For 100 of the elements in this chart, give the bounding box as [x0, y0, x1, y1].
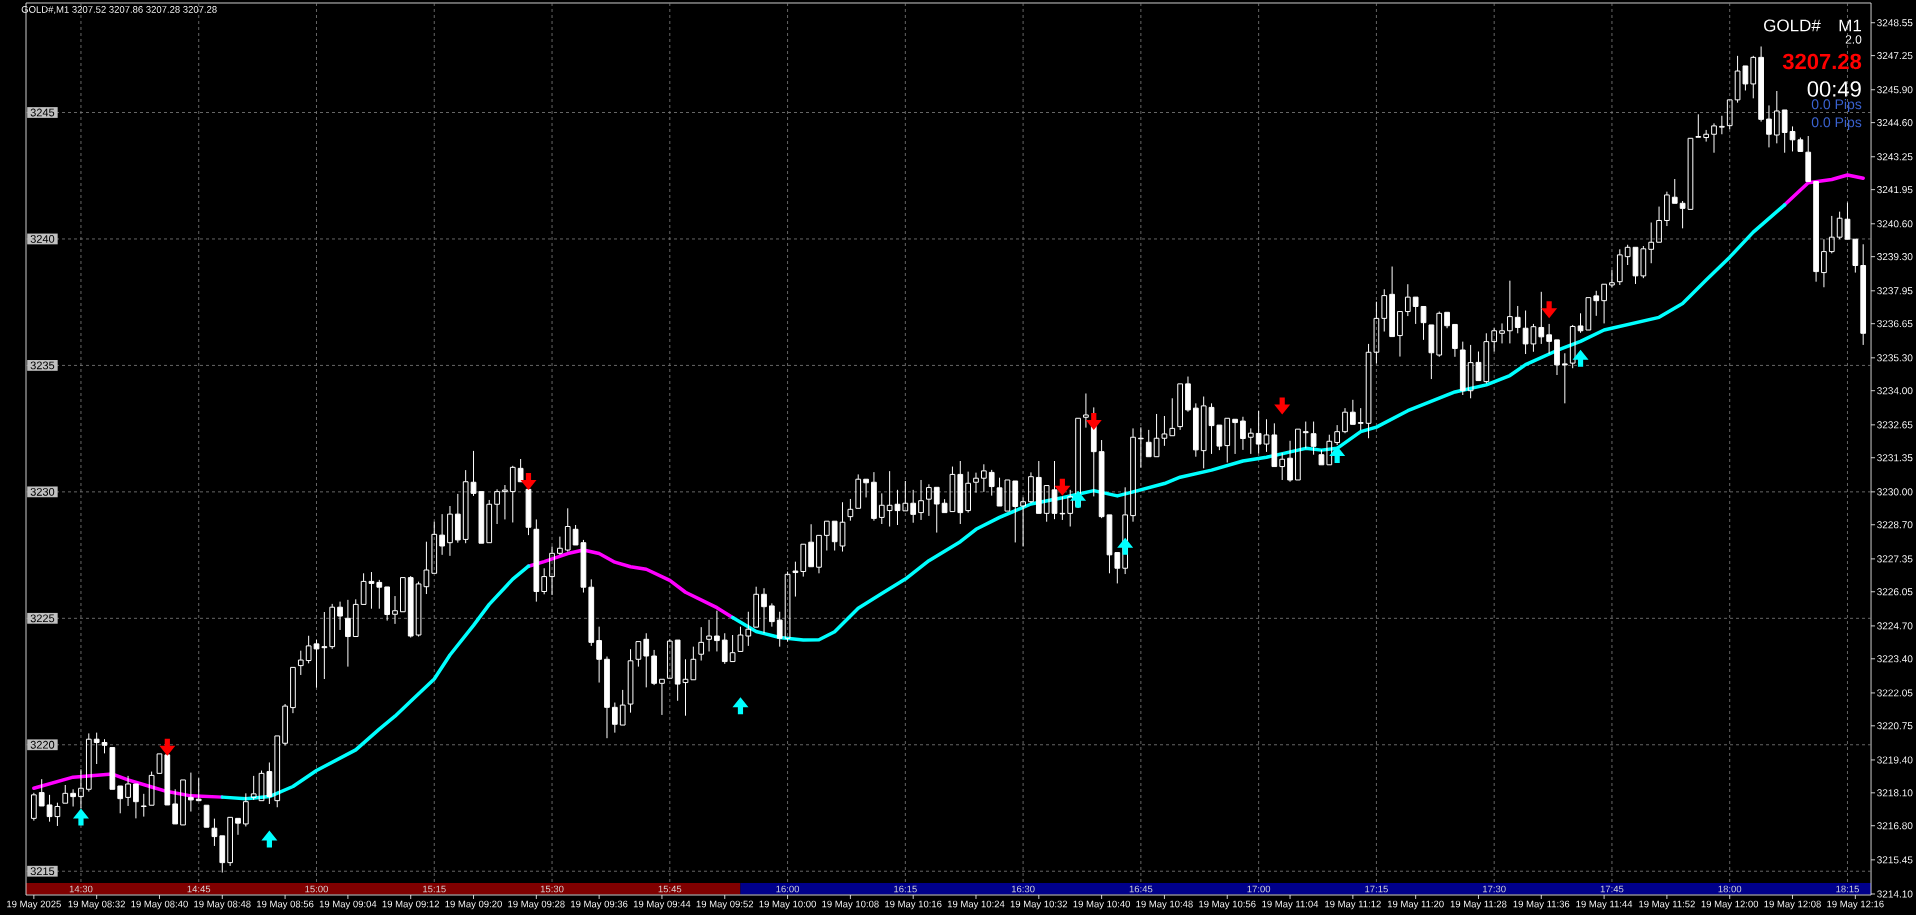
x-tick-label: 19 May 10:24 [947, 900, 1005, 910]
x-tick-label: 19 May 12:00 [1701, 900, 1759, 910]
candlestick [729, 634, 736, 663]
chart-title: GOLD#,M1 3207.52 3207.86 3207.28 3207.28 [21, 6, 217, 14]
x-tick-label: 19 May 09:36 [571, 900, 628, 910]
annotation: 0.0 Pips [1811, 116, 1862, 131]
candlestick [352, 598, 359, 638]
x-tick-label: 19 May 08:32 [68, 900, 125, 910]
y-tick-label: 3247.25 [1877, 52, 1913, 60]
candlestick [1067, 489, 1074, 528]
candlestick [1114, 552, 1121, 584]
x-tick-label: 19 May 11:44 [1576, 900, 1633, 910]
candlestick [1828, 215, 1835, 254]
y-tick-label: 3227.35 [1877, 555, 1913, 563]
candlestick [290, 666, 296, 714]
candlestick [509, 465, 516, 523]
candlestick [1664, 191, 1670, 227]
candlestick [1507, 280, 1513, 344]
candlestick [1648, 222, 1655, 264]
candlestick [1130, 427, 1136, 523]
y-tick-label: 3232.65 [1877, 421, 1913, 429]
y-tick-label: 3234.00 [1877, 387, 1913, 395]
candlestick [800, 543, 807, 578]
candlestick [156, 753, 163, 774]
candlestick [38, 778, 45, 807]
y-tick-label: 3223.40 [1877, 655, 1913, 663]
y-tick-label: 3228.70 [1877, 521, 1913, 529]
candlestick [549, 545, 555, 596]
x-tick-label: 19 May 11:12 [1325, 900, 1381, 910]
candlestick [1295, 428, 1301, 481]
point [1117, 537, 1134, 555]
candlestick [643, 632, 650, 688]
x-tick-label: 19 May 09:04 [319, 900, 377, 910]
candlestick [1247, 427, 1254, 455]
y-tick-label: 3224.70 [1877, 622, 1913, 630]
candlestick [297, 650, 304, 676]
y-tick-label: 3240.60 [1877, 220, 1913, 228]
candlestick [1389, 266, 1395, 338]
candlestick [1381, 288, 1388, 333]
candlestick [431, 521, 438, 574]
candlestick [1420, 305, 1427, 341]
point [1054, 478, 1071, 496]
candlestick [140, 793, 147, 818]
candlestick [926, 483, 932, 517]
candlestick [1035, 460, 1042, 514]
y-tick-label: 3236.65 [1877, 320, 1913, 328]
ref-line-label: 15:45 [658, 885, 682, 893]
candlestick [1805, 135, 1812, 183]
y-tick-label: 3243.25 [1877, 153, 1913, 161]
point [1572, 349, 1589, 367]
candlestick [714, 610, 720, 652]
ref-line-label: 18:15 [1836, 885, 1859, 893]
y-tick-label: 3235.30 [1877, 354, 1913, 362]
point [72, 808, 89, 826]
candlestick [1813, 181, 1819, 283]
candlestick [117, 785, 124, 814]
candlestick [1428, 324, 1435, 380]
candlestick [769, 602, 775, 628]
candlestick [517, 458, 524, 483]
candlestick [698, 626, 705, 662]
candlestick [486, 499, 493, 544]
candlestick [31, 792, 37, 822]
candlestick [1821, 238, 1827, 288]
candlestick [1122, 486, 1129, 575]
annotation: 0.0 Pips [1811, 98, 1862, 113]
y-tick-label: 3222.05 [1877, 689, 1913, 697]
candlestick [85, 732, 92, 793]
ref-line-label: 15:00 [305, 885, 328, 893]
candlestick [596, 626, 602, 684]
ref-line-label: 3235 [30, 361, 55, 370]
annotation: 3207.28 [1782, 53, 1862, 70]
candlestick [1302, 421, 1309, 449]
ref-line-label: 15:30 [540, 885, 564, 893]
candlestick [1695, 113, 1702, 138]
point [732, 697, 749, 715]
candlestick [1342, 407, 1348, 434]
ref-line-label: 18:00 [1718, 885, 1742, 893]
candlestick [557, 536, 563, 556]
candlestick [337, 601, 343, 631]
annotation: M1 [1839, 19, 1861, 32]
candlestick [737, 626, 744, 652]
x-tick-label: 19 May 10:16 [885, 900, 942, 910]
y-tick-label: 3219.40 [1877, 756, 1913, 764]
candlestick [1185, 376, 1191, 413]
candlestick [910, 489, 917, 524]
x-tick-label: 19 May 10:08 [822, 900, 879, 910]
candlestick [282, 703, 288, 747]
point [520, 472, 537, 490]
candlestick [902, 480, 909, 512]
ref-line-label: 14:45 [187, 885, 211, 893]
ref-line-label: 16:00 [776, 885, 800, 893]
candlestick [1271, 422, 1278, 468]
x-tick-label: 19 May 10:00 [759, 900, 816, 910]
candlestick [1043, 485, 1050, 523]
candlestick [627, 648, 634, 714]
candlestick [1546, 323, 1552, 355]
candlestick [831, 520, 838, 552]
candlestick [745, 611, 752, 647]
x-tick-label: 19 May 11:36 [1513, 900, 1570, 910]
candlestick [1491, 327, 1498, 352]
